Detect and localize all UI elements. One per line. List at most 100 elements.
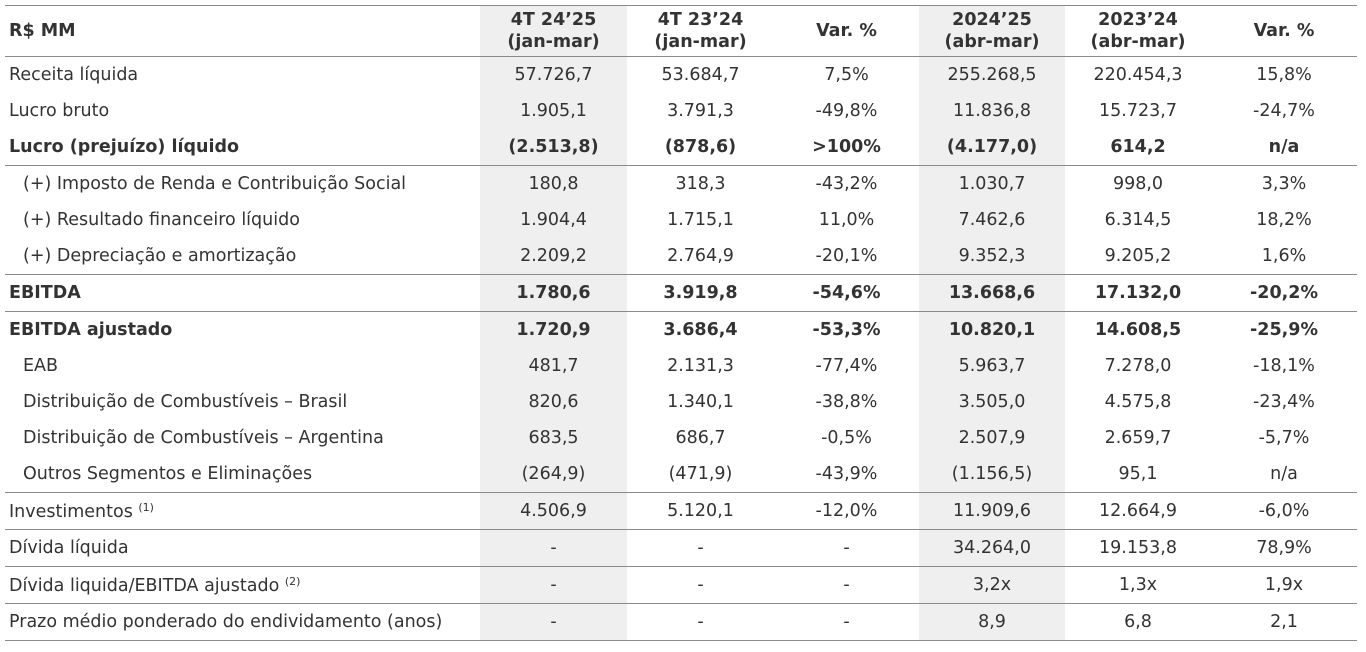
unit-header: R$ MM bbox=[5, 5, 480, 57]
table-row: Dívida liquida/EBITDA ajustado (2) - - -3,2… bbox=[5, 566, 1357, 604]
table-cell: 1.340,1 bbox=[667, 392, 734, 412]
table-cell: 318,3 bbox=[627, 165, 774, 202]
row-label-text: Distribuição de Combustíveis – Brasil bbox=[23, 392, 348, 412]
row-label-text: (+) Resultado financeiro líquido bbox=[23, 210, 300, 230]
table-cell: -38,8% bbox=[815, 392, 878, 412]
row-label-text: Lucro (prejuízo) líquido bbox=[9, 137, 240, 157]
row-label-text: (+) Imposto de Renda e Contribuição Soci… bbox=[23, 174, 407, 194]
row-label: (+) Depreciação e amortização bbox=[5, 238, 480, 275]
table-cell: 13.668,6 bbox=[919, 274, 1065, 312]
table-cell: n/a bbox=[1268, 137, 1300, 157]
table-row: (+) Resultado financeiro líquido 1.904,4 1… bbox=[5, 202, 1357, 238]
col-header-line1: 2023’24 bbox=[1098, 10, 1178, 30]
table-row: EBITDA ajustado 1.720,9 3.686,4 -53,3% 10.82… bbox=[5, 311, 1357, 348]
table-cell: 7.462,6 bbox=[919, 202, 1065, 238]
table-row: EBITDA 1.780,6 3.919,8 -54,6% 13.668,6 17.132… bbox=[5, 274, 1357, 312]
row-label-text: Outros Segmentos e Eliminações bbox=[23, 464, 313, 484]
table-row: Dívida líquida - - -34.264,0 19.153,8 78,9% bbox=[5, 529, 1357, 567]
table-cell: 34.264,0 bbox=[919, 529, 1065, 567]
table-cell: 78,9% bbox=[1211, 529, 1357, 567]
row-label-text: Distribuição de Combustíveis – Argentina bbox=[23, 428, 384, 448]
table-cell: -53,3% bbox=[774, 311, 919, 348]
row-label-text: Prazo médio ponderado do endividamento (… bbox=[9, 612, 443, 632]
table-cell: 10.820,1 bbox=[919, 311, 1065, 348]
row-label-text: Receita líquida bbox=[9, 65, 139, 85]
table-cell: - bbox=[774, 529, 919, 567]
table-cell: -24,7% bbox=[1253, 101, 1315, 121]
table-cell: - bbox=[774, 566, 919, 604]
row-label: Prazo médio ponderado do endividamento (… bbox=[5, 603, 480, 641]
table-cell: 15.723,7 bbox=[1099, 101, 1177, 121]
table-cell: 1.030,7 bbox=[919, 165, 1065, 202]
table-cell: (264,9) bbox=[480, 456, 627, 493]
table-cell: (4.177,0) bbox=[919, 129, 1065, 166]
table-cell: 1.720,9 bbox=[480, 311, 627, 348]
table-cell: -77,4% bbox=[815, 356, 878, 376]
row-label: Lucro (prejuízo) líquido bbox=[5, 129, 480, 166]
table-cell: 6,8 bbox=[1065, 603, 1211, 641]
col-header-q4-2425: 4T 24’25 (jan-mar) bbox=[480, 5, 627, 57]
row-label-text: EBITDA bbox=[9, 283, 81, 303]
table-cell: 53.684,7 bbox=[661, 65, 740, 85]
table-cell: 14.608,5 bbox=[1065, 311, 1211, 348]
row-label-text: Dívida líquida bbox=[9, 538, 129, 558]
table-cell: 3.505,0 bbox=[919, 384, 1065, 420]
table-cell: 998,0 bbox=[1065, 165, 1211, 202]
table-cell: 4.575,8 bbox=[1104, 392, 1172, 412]
table-cell: 481,7 bbox=[480, 348, 627, 384]
table-cell: 4.506,9 bbox=[480, 492, 627, 530]
row-label-text: Dívida liquida/EBITDA ajustado bbox=[9, 575, 280, 596]
table-cell: (1.156,5) bbox=[919, 456, 1065, 493]
table-cell: 3.791,3 bbox=[667, 101, 734, 121]
table-cell: 2.764,9 bbox=[667, 246, 734, 266]
table-cell: -20,2% bbox=[1211, 274, 1357, 312]
table-cell: (878,6) bbox=[664, 137, 737, 157]
table-cell: -5,7% bbox=[1258, 428, 1310, 448]
table-cell: 255.268,5 bbox=[919, 56, 1065, 93]
table-cell: - bbox=[627, 529, 774, 567]
col-header-fy-2425: 2024’25 (abr-mar) bbox=[919, 5, 1065, 57]
table-cell: 95,1 bbox=[1118, 464, 1158, 484]
col-header-line1: 2024’25 bbox=[952, 10, 1032, 30]
table-cell: - bbox=[774, 603, 919, 641]
row-label: EBITDA ajustado bbox=[5, 311, 480, 348]
col-header-line2: (jan-mar) bbox=[507, 32, 600, 52]
table-cell: 1.904,4 bbox=[480, 202, 627, 238]
table-cell: -25,9% bbox=[1211, 311, 1357, 348]
row-label: (+) Resultado financeiro líquido bbox=[5, 202, 480, 238]
table-cell: 15,8% bbox=[1256, 65, 1312, 85]
table-cell: 3,2x bbox=[919, 566, 1065, 604]
table-cell: 686,7 bbox=[675, 428, 726, 448]
financial-summary-table: R$ MM 4T 24’25 (jan-mar) 4T 23’24 (jan-m… bbox=[5, 5, 1357, 641]
footnote-marker: (2) bbox=[284, 574, 301, 588]
table-cell: - bbox=[480, 566, 627, 604]
table-row: Receita líquida 57.726,7 53.684,7 7,5% 255.2… bbox=[5, 56, 1357, 93]
table-row: Lucro bruto 1.905,1 3.791,3 -49,8% 11.836,8 1… bbox=[5, 93, 1357, 129]
table-cell: 820,6 bbox=[480, 384, 627, 420]
col-header-line1: 4T 24’25 bbox=[510, 10, 597, 30]
table-cell: 2,1 bbox=[1211, 603, 1357, 641]
table-cell: 614,2 bbox=[1110, 137, 1166, 157]
table-cell: - bbox=[480, 529, 627, 567]
table-cell: -49,8% bbox=[815, 101, 878, 121]
table-cell: 7.278,0 bbox=[1104, 356, 1172, 376]
row-label-text: EBITDA ajustado bbox=[9, 320, 173, 340]
col-header-line2: (abr-mar) bbox=[944, 32, 1040, 52]
table-row: Distribuição de Combustíveis – Argentina… bbox=[5, 420, 1357, 456]
table-cell: n/a bbox=[1270, 464, 1298, 484]
col-header-var-year: Var. % bbox=[1211, 5, 1357, 57]
table-cell: 1.905,1 bbox=[480, 93, 627, 129]
row-label-text: EAB bbox=[23, 356, 59, 376]
table-cell: -18,1% bbox=[1253, 356, 1315, 376]
table-row: (+) Imposto de Renda e Contribuição Soci… bbox=[5, 165, 1357, 202]
table-cell: 9.205,2 bbox=[1104, 246, 1172, 266]
col-header-line1: 4T 23’24 bbox=[657, 10, 744, 30]
table-cell: 2.507,9 bbox=[919, 420, 1065, 456]
table-cell: 180,8 bbox=[480, 165, 627, 202]
table-cell: 11.836,8 bbox=[919, 93, 1065, 129]
row-label: EAB bbox=[5, 348, 480, 384]
col-header-line2: (abr-mar) bbox=[1090, 32, 1186, 52]
table-row: Lucro (prejuízo) líquido (2.513,8) (878,6)… bbox=[5, 129, 1357, 166]
table-cell: 6.314,5 bbox=[1104, 210, 1172, 230]
table-row: Investimentos (1) 4.506,9 5.120,1 -12,0% 11.… bbox=[5, 492, 1357, 530]
